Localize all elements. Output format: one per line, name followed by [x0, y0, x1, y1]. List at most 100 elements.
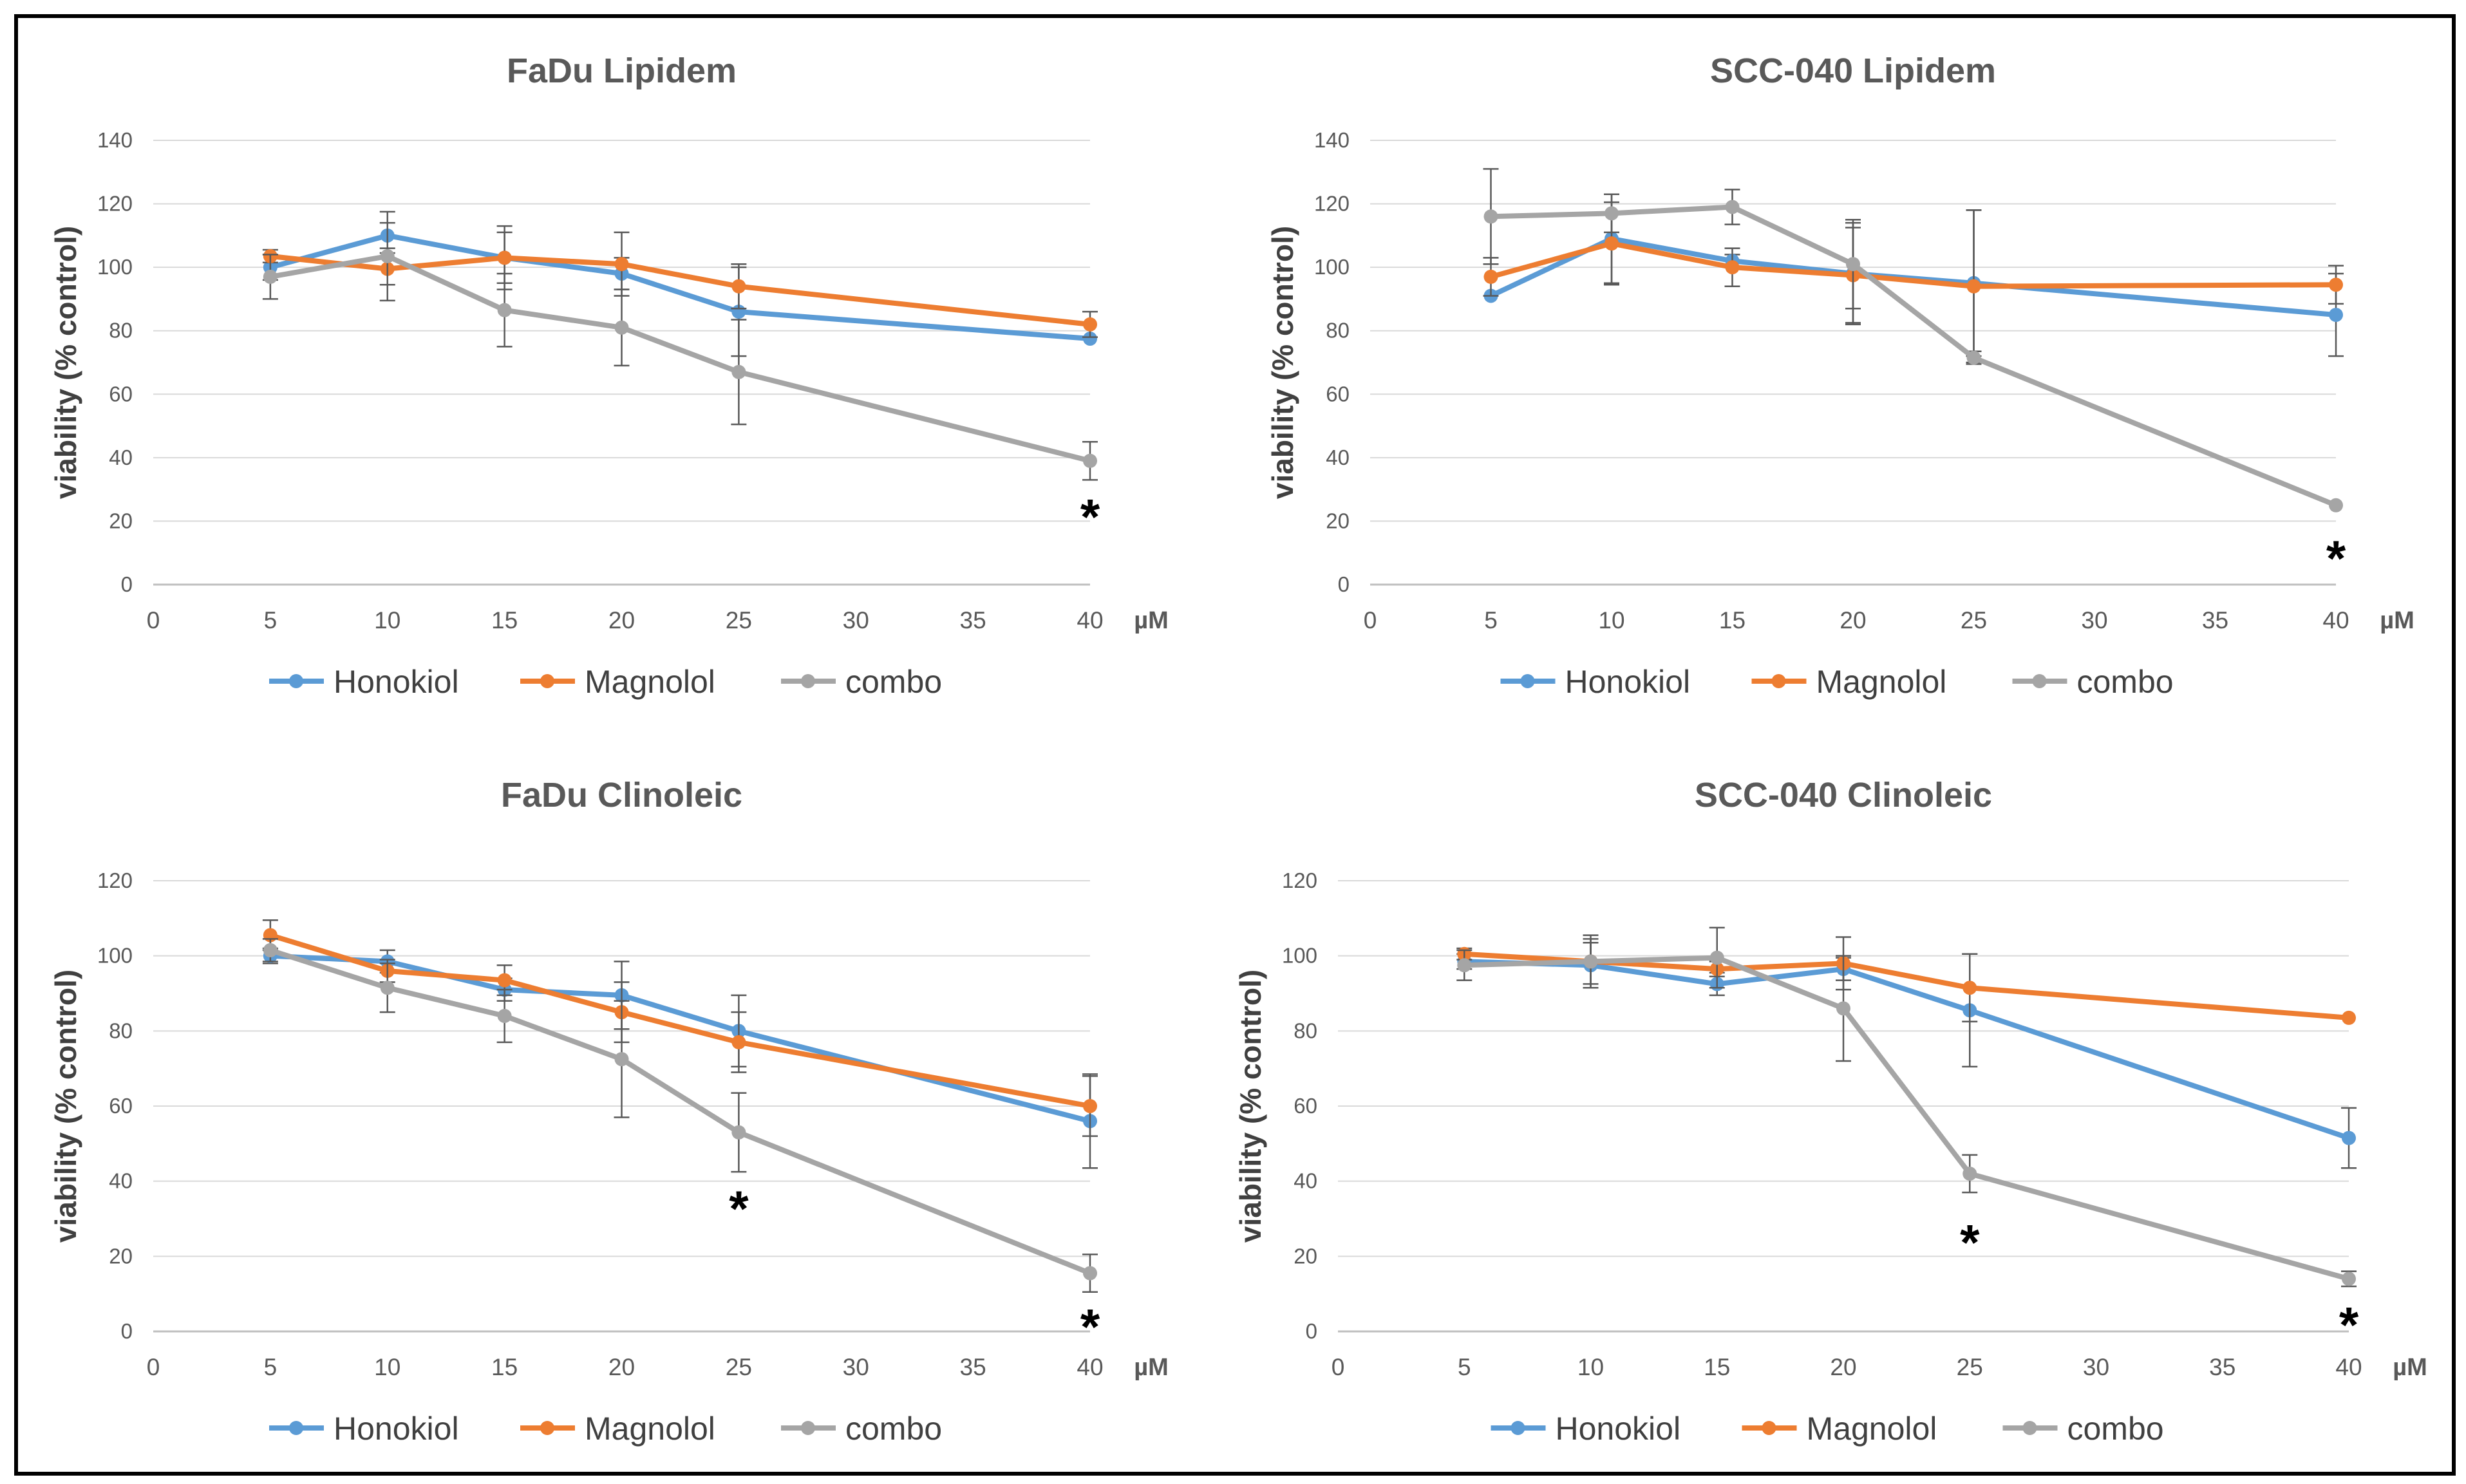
legend-item-combo: combo: [2002, 1411, 2164, 1447]
y-tick-label: 60: [1326, 382, 1350, 406]
legend-item-magnolol: Magnolol: [520, 664, 715, 700]
significance-marker: *: [2339, 1297, 2359, 1353]
x-unit-label: µM: [2393, 1354, 2427, 1381]
chart-title: SCC-040 Lipidem: [1710, 52, 1996, 90]
data-point-combo: [1962, 1167, 1977, 1181]
y-tick-label: 60: [1294, 1094, 1317, 1118]
legend-item-magnolol: Magnolol: [520, 1411, 715, 1447]
y-tick-label: 40: [1326, 446, 1350, 469]
x-tick-label: 40: [1077, 1354, 1103, 1380]
series-line-honokiol: [267, 232, 1093, 342]
y-tick-label: 100: [97, 255, 133, 279]
x-tick-label: 20: [1830, 1354, 1856, 1380]
x-unit-label: µM: [1134, 1354, 1169, 1381]
chart-fadu-lipidem: FaDu Lipidem 0 20 40 60 80 100 120 140 0 5 10 15 20 25…: [18, 18, 1235, 739]
legend-item-honokiol: Honokiol: [1500, 664, 1690, 700]
data-point-combo: [263, 269, 278, 284]
x-tick-label: 15: [491, 1354, 518, 1380]
x-tick-label: 10: [1577, 1354, 1604, 1380]
data-point-combo: [497, 1009, 512, 1023]
legend-label: Magnolol: [585, 1411, 715, 1447]
legend-label: Honokiol: [334, 1411, 459, 1447]
series-combo: [1456, 926, 2357, 1288]
y-tick-label: 100: [1282, 944, 1317, 968]
x-tick-label: 20: [1840, 607, 1866, 634]
data-point-combo: [1583, 954, 1598, 969]
legend-item-honokiol: Honokiol: [1491, 1411, 1680, 1447]
y-tick-label: 80: [109, 1019, 133, 1042]
x-tick-label: 30: [2083, 1354, 2109, 1380]
series-line-combo: [1462, 955, 2351, 1282]
y-axis-label: viability (% control): [1234, 970, 1267, 1243]
x-tick-label: 35: [2202, 607, 2228, 634]
x-tick-label: 25: [1961, 607, 1987, 634]
legend-item-combo: combo: [2012, 664, 2174, 700]
series-combo: [262, 211, 1098, 481]
series-magnolol: [1456, 936, 2356, 1025]
legend-swatch-marker: [2032, 674, 2047, 688]
x-tick-label: 0: [1364, 607, 1377, 634]
x-tick-label: 10: [374, 1354, 400, 1380]
series-line-magnolol: [267, 253, 1093, 327]
chart-svg-fadu-lipidem: FaDu Lipidem 0 20 40 60 80 100 120 140 0 5 10 15 20 25…: [49, 52, 1169, 700]
legend-item-magnolol: Magnolol: [1751, 664, 1946, 700]
x-tick-label: 40: [1077, 607, 1103, 634]
significance-marker: *: [2326, 530, 2346, 587]
x-tick-label: 10: [374, 607, 400, 634]
y-axis-label: viability (% control): [49, 226, 82, 499]
x-tick-label: 30: [843, 607, 869, 634]
data-point-honokiol: [1083, 332, 1097, 346]
y-tick-label: 20: [109, 1244, 133, 1268]
legend-swatch-marker: [1771, 674, 1786, 688]
legend-label: Magnolol: [585, 664, 715, 700]
data-point-combo: [614, 1052, 629, 1067]
data-point-combo: [1083, 1266, 1097, 1281]
y-tick-label: 20: [1326, 509, 1350, 532]
series-line-magnolol: [267, 932, 1093, 1109]
x-tick-label: 10: [1598, 607, 1624, 634]
data-point-combo: [1457, 958, 1472, 973]
legend-swatch-marker: [289, 1421, 303, 1435]
data-point-combo: [1483, 209, 1498, 224]
series-line-honokiol: [1488, 236, 2339, 318]
x-tick-label: 30: [843, 1354, 869, 1380]
data-point-combo: [2329, 498, 2343, 512]
legend-swatch-marker: [1520, 674, 1535, 688]
series-line-combo: [267, 253, 1093, 464]
data-point-magnolol: [1962, 981, 1977, 995]
legend-swatch-marker: [1511, 1421, 1525, 1435]
data-point-magnolol: [2342, 1010, 2356, 1025]
data-point-combo: [497, 303, 512, 317]
legend-label: combo: [2067, 1411, 2164, 1447]
y-tick-label: 120: [97, 869, 133, 892]
chart-scc040-lipidem: SCC-040 Lipidem 0 20 40 60 80 100 120 140 0 5 10 15 2…: [1235, 18, 2452, 739]
legend-label: combo: [2077, 664, 2174, 700]
data-point-combo: [1725, 200, 1740, 214]
y-tick-label: 100: [97, 944, 133, 968]
data-point-combo: [1966, 350, 1981, 365]
legend-swatch-marker: [801, 1421, 815, 1435]
y-tick-label: 120: [1282, 869, 1317, 892]
data-point-combo: [380, 249, 395, 263]
data-point-magnolol: [731, 279, 746, 294]
y-tick-label: 80: [1326, 319, 1350, 343]
x-tick-label: 5: [264, 1354, 278, 1380]
data-point-combo: [1836, 1001, 1850, 1016]
y-tick-label: 60: [109, 1094, 133, 1118]
x-tick-label: 20: [608, 607, 635, 634]
series-combo: [262, 938, 1098, 1293]
figure-frame: FaDu Lipidem 0 20 40 60 80 100 120 140 0 5 10 15 20 25…: [14, 14, 2456, 1476]
data-point-magnolol: [1966, 279, 1981, 294]
chart-scc040-clinoleic: SCC-040 Clinoleic 0 20 40 60 80 100 120 0 5 10 15 20…: [1234, 742, 2452, 1463]
legend-item-combo: combo: [781, 1411, 942, 1447]
significance-marker: *: [1960, 1214, 1980, 1270]
y-tick-label: 80: [109, 319, 133, 343]
chart-title: FaDu Clinoleic: [501, 776, 742, 814]
legend-swatch-marker: [540, 1421, 554, 1435]
y-tick-label: 20: [109, 509, 133, 532]
y-tick-label: 120: [1314, 192, 1350, 216]
legend-swatch-marker: [1762, 1421, 1776, 1435]
legend-swatch-marker: [2022, 1421, 2037, 1435]
x-tick-label: 0: [1332, 1354, 1345, 1380]
y-tick-label: 0: [1338, 572, 1350, 596]
